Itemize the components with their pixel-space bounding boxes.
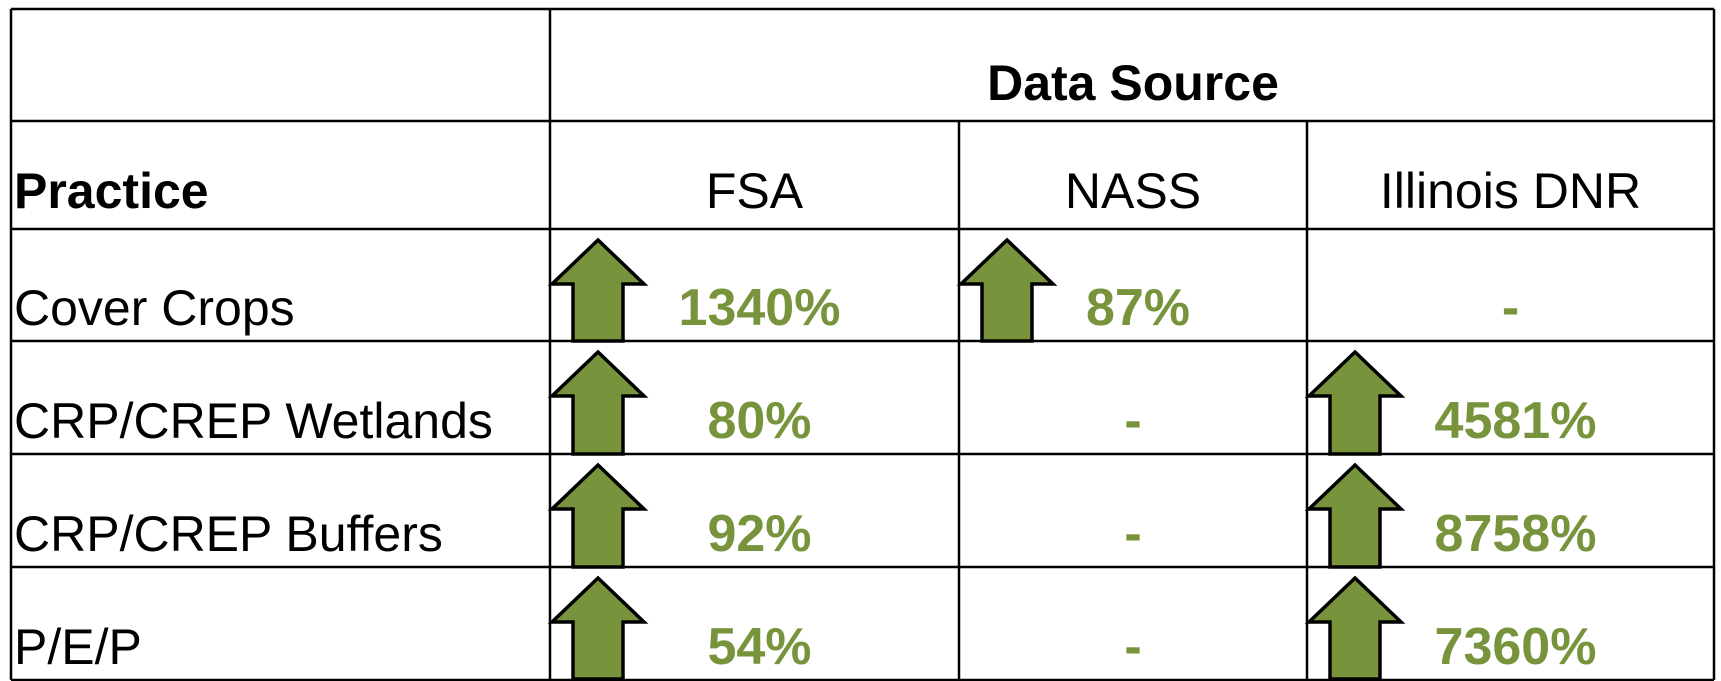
change-value: 54% [707,618,811,676]
practice-label: Cover Crops [14,280,295,336]
practice-label: CRP/CREP Buffers [14,506,443,562]
practice-label: CRP/CREP Wetlands [14,393,493,449]
up-arrow [1304,575,1406,681]
up-arrow [547,237,649,343]
source-label: Illinois DNR [1380,163,1641,219]
change-value: - [1124,392,1141,450]
change-value: 87% [1086,279,1190,337]
change-value: 92% [707,505,811,563]
change-value: 1340% [679,279,841,337]
change-value: 7360% [1435,618,1597,676]
change-value: 8758% [1435,505,1597,563]
up-arrow [547,349,649,456]
change-value: - [1124,618,1141,676]
up-arrow [956,237,1058,343]
source-label: FSA [706,163,804,219]
change-value: - [1124,505,1141,563]
source-label: NASS [1065,163,1201,219]
practice-header: Practice [14,163,209,219]
up-arrow [547,462,649,569]
practice-label: P/E/P [14,619,142,675]
source-header: Data Source [987,55,1279,111]
up-arrow [1304,349,1406,456]
up-arrow [1304,462,1406,569]
change-value: 4581% [1435,392,1597,450]
change-value: 80% [707,392,811,450]
change-value: - [1502,279,1519,337]
up-arrow [547,575,649,681]
